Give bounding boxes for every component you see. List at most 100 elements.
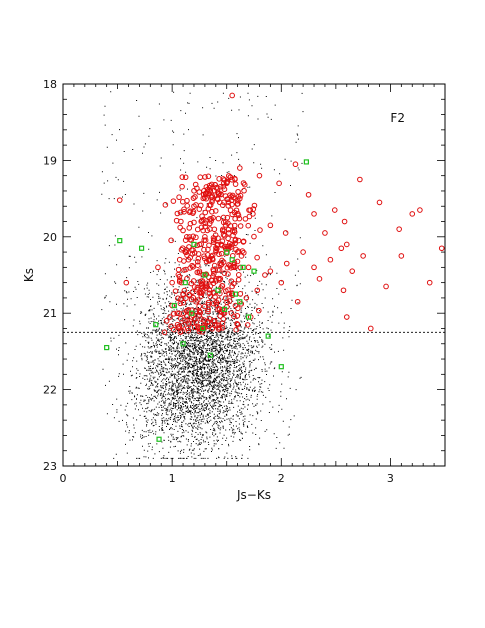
red-circle-point — [179, 174, 186, 180]
red-circle-point — [195, 251, 202, 257]
red-circle-point — [398, 253, 405, 259]
red-circle-point — [221, 180, 227, 186]
red-circle-point — [232, 237, 239, 244]
red-circle-point — [223, 288, 229, 294]
red-circle-point — [211, 226, 218, 233]
red-circle-point — [179, 183, 185, 190]
red-circle-point — [218, 250, 225, 257]
red-circle-point — [188, 247, 195, 253]
red-circle-point — [254, 254, 260, 261]
red-circle-point — [205, 257, 212, 263]
y-tick-label: 22 — [43, 384, 57, 397]
red-circle-point — [409, 211, 416, 217]
red-circle-point — [331, 207, 338, 213]
y-axis-label: Ks — [22, 268, 36, 282]
red-circle-point — [213, 184, 219, 191]
red-circle-point — [212, 181, 218, 188]
red-circle-point — [357, 176, 363, 183]
red-circle-point — [245, 222, 252, 229]
red-circle-point — [219, 202, 226, 208]
green-square-point — [232, 291, 239, 297]
red-circle-point — [194, 258, 201, 265]
y-tick-label: 23 — [43, 460, 57, 473]
red-circle-point — [123, 279, 130, 286]
red-circle-point — [257, 227, 263, 233]
red-circle-point — [173, 217, 180, 224]
red-circle-point — [343, 314, 350, 320]
red-circle-point — [222, 295, 229, 301]
red-circle-point — [183, 234, 190, 240]
green-square-point — [138, 245, 145, 251]
red-circle-point — [251, 233, 257, 240]
y-tick-label: 20 — [43, 231, 57, 244]
red-circle-point — [202, 223, 208, 230]
red-circle-point — [220, 183, 227, 190]
red-circle-point — [196, 328, 203, 335]
red-circle-point — [209, 197, 216, 203]
red-circle-point — [205, 205, 212, 212]
red-circle-point — [178, 315, 184, 322]
red-circle-point — [188, 280, 195, 287]
red-circle-point — [234, 258, 241, 265]
red-circle-point — [311, 211, 317, 217]
red-circle-point — [196, 308, 203, 315]
red-circle-point — [267, 222, 274, 229]
red-circle-point — [190, 195, 197, 201]
panel-label: F2 — [390, 111, 405, 125]
green-square-point — [191, 241, 197, 248]
red-circle-point — [229, 192, 236, 199]
green-square-point — [202, 272, 208, 278]
red-circle-point — [216, 176, 222, 182]
red-circle-point — [181, 287, 188, 294]
red-circle-point — [228, 244, 234, 250]
red-circle-markers — [116, 92, 445, 336]
red-circle-point — [176, 279, 183, 285]
red-circle-point — [235, 237, 242, 244]
red-circle-point — [190, 294, 197, 301]
red-circle-point — [232, 240, 238, 247]
red-circle-point — [175, 324, 181, 331]
red-circle-point — [186, 225, 193, 231]
red-circle-point — [229, 290, 235, 296]
red-circle-point — [338, 245, 345, 252]
green-square-point — [182, 280, 188, 286]
red-circle-point — [190, 264, 196, 270]
red-circle-point — [235, 198, 241, 204]
red-circle-point — [294, 298, 301, 305]
x-tick-label: 1 — [169, 472, 176, 485]
red-circle-point — [116, 197, 123, 203]
red-circle-point — [229, 283, 235, 290]
red-circle-point — [209, 325, 216, 332]
red-circle-point — [198, 278, 204, 285]
red-circle-point — [229, 201, 235, 208]
red-circle-point — [199, 213, 205, 220]
red-circle-point — [176, 323, 183, 330]
red-circle-point — [229, 241, 235, 248]
red-circle-point — [175, 266, 182, 273]
red-circle-point — [210, 239, 217, 246]
green-square-point — [200, 325, 206, 332]
green-square-point — [207, 352, 213, 358]
red-circle-point — [224, 196, 230, 202]
red-circle-point — [181, 208, 187, 215]
green-square-point — [104, 344, 110, 351]
red-circle-point — [256, 172, 263, 179]
red-circle-point — [233, 246, 239, 253]
green-square-point — [229, 257, 235, 263]
red-circle-point — [200, 317, 207, 323]
red-circle-point — [240, 238, 247, 245]
red-circle-point — [240, 180, 247, 186]
red-circle-point — [202, 237, 209, 244]
red-circle-point — [349, 268, 356, 274]
red-circle-point — [210, 300, 217, 307]
red-circle-point — [209, 277, 215, 284]
red-circle-point — [211, 236, 218, 243]
red-circle-point — [300, 249, 306, 255]
red-circle-point — [180, 227, 186, 234]
red-circle-point — [170, 326, 177, 333]
red-circle-point — [183, 313, 190, 319]
red-circle-point — [187, 265, 194, 271]
red-circle-point — [311, 264, 317, 271]
red-circle-point — [192, 194, 198, 200]
red-circle-point — [213, 278, 219, 284]
